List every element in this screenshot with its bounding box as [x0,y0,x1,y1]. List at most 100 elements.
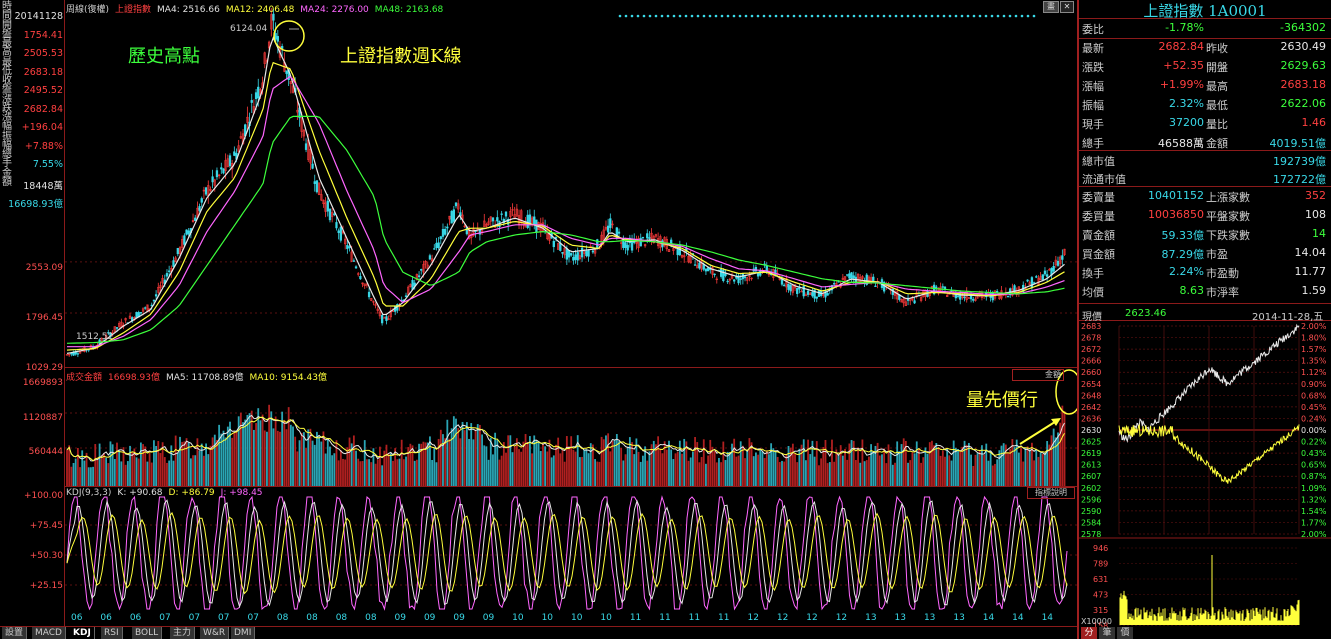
order-value2-2: 14 [1312,227,1326,240]
tab-[interactable]: 設置 [2,627,28,639]
close-icon[interactable]: ✕ [1060,1,1074,13]
candle-body [174,257,177,263]
candle-body [783,284,786,287]
volume-bar [276,430,279,486]
x-axis-label: 14 [1041,613,1054,623]
intraday-pct-tick: 2.00% [1301,530,1327,539]
volume-bar [133,448,136,486]
indicator-tab-bar: 設置 MACD KDJ RSI BOLL 主力 W&R DMI [0,627,1077,639]
candle-body [161,278,164,284]
intraday-tab-0[interactable]: 分 [1081,627,1097,639]
volume-bar [170,445,173,486]
candle-body [191,220,195,223]
candle-body [344,238,347,245]
volume-bar [470,423,473,486]
intraday-price-tick: 2607 [1081,472,1101,481]
volume-bar [505,452,507,486]
volume-bar [235,431,238,486]
volume-bar [216,439,218,486]
tab-macd[interactable]: MACD [32,627,66,639]
volume-bar [913,453,916,486]
candle-body [904,301,908,306]
intraday-chart[interactable]: 2683 2.00% 2678 1.80% 2672 1.57% 2666 1.35% 2660… [1079,320,1331,627]
volume-bar [565,436,568,486]
volume-bar [96,458,99,486]
ma-line-ma12 [66,61,1065,351]
volume-bar [244,419,247,486]
volume-bar [435,462,438,486]
tab-kdj[interactable]: KDJ [70,627,95,639]
volume-bar [811,440,814,486]
volume-bar [111,444,114,486]
left-value-6: +196.04 [21,122,63,133]
event-marker [768,14,772,18]
tab-[interactable]: 主力 [170,627,196,639]
candle-body [680,255,684,258]
volume-bar [548,439,551,486]
volume-bar [357,458,360,486]
intraday-tab-2[interactable]: 價 [1117,627,1133,639]
candle-body [533,216,536,226]
volume-bar [857,447,859,486]
volume-bar [274,416,277,486]
volume-bar [450,428,453,486]
candle-body [743,276,747,279]
volume-bar [394,448,397,486]
tab-boll[interactable]: BOLL [132,627,163,639]
ma-line-ma48 [66,115,1065,344]
volume-bar [850,440,853,486]
intraday-current-label: 現價 [1082,312,1102,323]
event-marker [708,14,712,18]
candle-body [841,277,845,280]
intraday-pct-tick: 1.12% [1301,368,1327,377]
candle-body [437,242,440,249]
top-right-button[interactable]: 畫 [1043,1,1059,13]
volume-bar [904,440,907,486]
candle-body [833,283,836,285]
volume-bar [418,443,420,486]
intraday-pct-tick: 0.65% [1301,461,1327,470]
legend-item: 16698.93億 [108,373,160,383]
volume-bar [837,455,840,486]
event-marker [732,14,736,18]
event-marker [702,14,706,18]
order-label2-0: 上漲家數 [1206,191,1250,204]
volume-bar [116,442,118,486]
volume-bar [939,455,942,486]
candle-body [267,41,271,49]
tab-wr[interactable]: W&R [200,627,230,639]
volume-bar [920,462,922,486]
volume-bar [1024,447,1027,486]
left-label-0: 時間 [2,1,12,21]
volume-bar [372,448,375,486]
volume-bar [805,460,807,486]
indicator-help-button[interactable]: 指標說明 [1027,487,1075,499]
volume-bar [589,443,592,486]
order-label-3: 買金額 [1082,248,1115,261]
candle-body [624,242,627,248]
amount-button[interactable]: 金額 [1012,369,1064,381]
volume-bar [1026,446,1029,486]
volume-chart[interactable] [65,368,1077,486]
volume-bar [1009,449,1012,486]
price-chart[interactable] [65,0,1077,367]
candle-body [654,234,658,237]
volume-bar [209,445,212,486]
intraday-vol-tick: 789 [1093,560,1108,569]
tab-rsi[interactable]: RSI [101,627,123,639]
left-label-7: 振幅 [2,130,12,151]
intraday-price-tick: 2636 [1081,414,1101,423]
volume-bar [683,438,686,486]
y-axis-label-3: 1669893 [22,378,63,388]
volume-bar [639,461,642,486]
candle-body [422,264,425,273]
volume-bar [787,445,790,486]
volume-bar [189,458,192,486]
quote-value2-0: 2630.49 [1280,40,1327,53]
intraday-tab-1[interactable]: 筆 [1099,627,1115,639]
volume-bar [715,462,718,486]
event-marker [1008,14,1012,18]
tab-dmi[interactable]: DMI [231,627,256,639]
kdj-chart[interactable] [65,487,1077,612]
candle-body [726,280,729,283]
